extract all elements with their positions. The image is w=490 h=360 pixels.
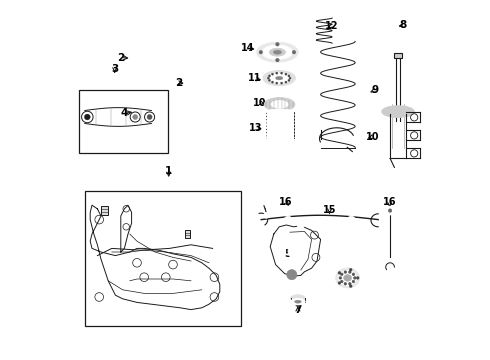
Ellipse shape <box>264 98 295 111</box>
Ellipse shape <box>273 50 281 54</box>
Circle shape <box>268 77 270 79</box>
Circle shape <box>276 82 278 84</box>
Text: 15: 15 <box>323 204 336 215</box>
Circle shape <box>271 73 273 75</box>
Circle shape <box>386 206 394 215</box>
Text: 13: 13 <box>249 123 263 133</box>
Bar <box>185 230 190 238</box>
Circle shape <box>280 72 283 74</box>
Circle shape <box>388 209 392 212</box>
Text: 5: 5 <box>284 249 291 259</box>
Text: 4: 4 <box>121 108 128 118</box>
Ellipse shape <box>275 76 283 80</box>
Ellipse shape <box>347 216 355 223</box>
Ellipse shape <box>266 109 294 114</box>
Circle shape <box>275 58 279 62</box>
Text: 2: 2 <box>117 53 124 63</box>
Bar <box>101 206 108 215</box>
Circle shape <box>264 212 270 218</box>
Text: 1: 1 <box>165 166 172 176</box>
Circle shape <box>269 75 270 77</box>
Text: 7: 7 <box>294 305 302 315</box>
Circle shape <box>339 276 342 279</box>
Ellipse shape <box>266 116 294 121</box>
Text: 12: 12 <box>325 21 338 31</box>
Circle shape <box>344 271 347 274</box>
Circle shape <box>275 42 279 46</box>
Circle shape <box>338 282 341 284</box>
Text: 10: 10 <box>253 98 267 108</box>
Circle shape <box>269 79 270 81</box>
Ellipse shape <box>263 71 295 86</box>
Circle shape <box>288 75 290 77</box>
Ellipse shape <box>257 42 298 62</box>
Circle shape <box>341 273 343 276</box>
Circle shape <box>271 81 273 83</box>
Ellipse shape <box>284 216 292 223</box>
Circle shape <box>133 114 138 120</box>
Ellipse shape <box>262 45 293 59</box>
Ellipse shape <box>266 132 294 137</box>
Circle shape <box>356 276 359 279</box>
Ellipse shape <box>291 295 305 301</box>
Circle shape <box>297 221 304 229</box>
Ellipse shape <box>266 119 294 124</box>
Circle shape <box>280 82 283 84</box>
Text: 2: 2 <box>175 78 182 88</box>
Ellipse shape <box>269 73 290 83</box>
Bar <box>393 53 402 58</box>
Text: 14: 14 <box>241 43 254 53</box>
Circle shape <box>352 273 355 276</box>
Circle shape <box>288 79 290 81</box>
Circle shape <box>259 50 263 54</box>
Circle shape <box>352 280 355 283</box>
Text: 16: 16 <box>383 197 396 207</box>
Circle shape <box>348 271 351 274</box>
Text: 6: 6 <box>349 276 357 287</box>
Circle shape <box>287 270 297 280</box>
Ellipse shape <box>271 100 288 108</box>
Ellipse shape <box>343 275 351 281</box>
Text: 8: 8 <box>400 20 407 30</box>
Ellipse shape <box>382 106 414 117</box>
Ellipse shape <box>266 125 294 130</box>
Circle shape <box>276 72 278 74</box>
Circle shape <box>349 285 352 288</box>
Ellipse shape <box>336 268 360 288</box>
Ellipse shape <box>266 129 294 134</box>
Bar <box>79 90 168 153</box>
Circle shape <box>292 50 296 54</box>
Ellipse shape <box>339 270 357 285</box>
Ellipse shape <box>294 300 301 303</box>
Circle shape <box>259 198 266 205</box>
Circle shape <box>288 242 306 260</box>
Circle shape <box>84 114 90 120</box>
Text: 9: 9 <box>372 85 379 95</box>
Text: 16: 16 <box>279 197 293 207</box>
Circle shape <box>341 280 343 283</box>
Ellipse shape <box>270 48 286 56</box>
Bar <box>85 191 242 326</box>
Circle shape <box>147 114 152 120</box>
Text: 3: 3 <box>111 64 118 74</box>
Circle shape <box>386 258 394 267</box>
Circle shape <box>285 81 287 83</box>
Ellipse shape <box>266 122 294 127</box>
Text: 11: 11 <box>247 73 261 84</box>
Circle shape <box>349 268 352 271</box>
Circle shape <box>348 282 351 285</box>
Ellipse shape <box>291 298 305 305</box>
Ellipse shape <box>266 112 294 117</box>
Circle shape <box>353 276 356 279</box>
Circle shape <box>285 73 287 75</box>
Circle shape <box>338 271 341 274</box>
Circle shape <box>344 282 347 285</box>
Circle shape <box>289 77 291 79</box>
Text: 10: 10 <box>366 132 380 142</box>
Ellipse shape <box>266 135 294 140</box>
